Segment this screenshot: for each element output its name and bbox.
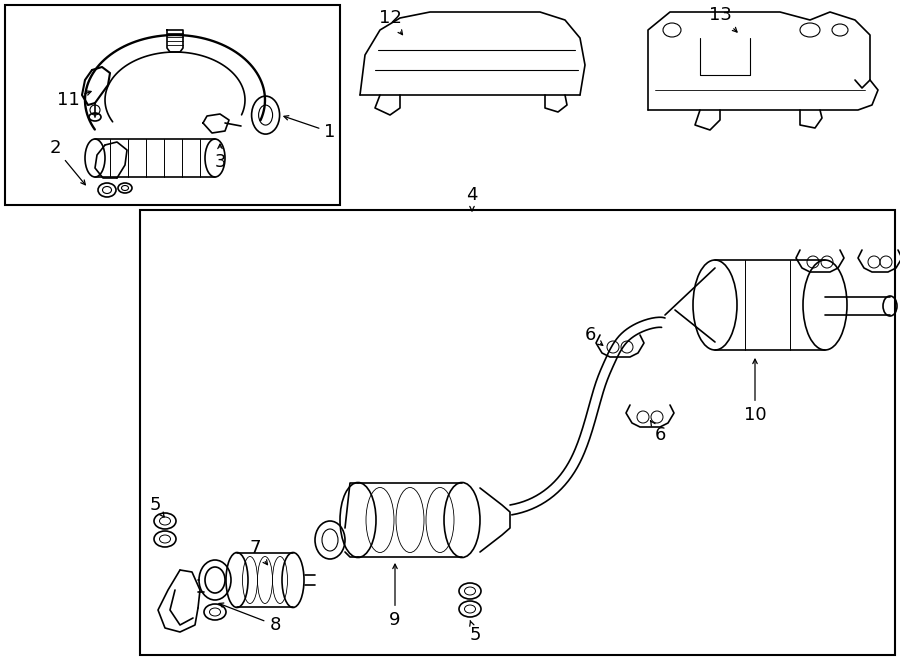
Text: 7: 7	[249, 539, 267, 564]
Text: 5: 5	[149, 496, 164, 517]
Text: 8: 8	[219, 603, 281, 634]
Text: 3: 3	[214, 144, 226, 171]
Text: 2: 2	[50, 139, 86, 185]
Text: 4: 4	[466, 186, 478, 211]
Text: 12: 12	[379, 9, 402, 34]
Text: 6: 6	[651, 421, 666, 444]
Text: 13: 13	[708, 6, 737, 32]
Text: 6: 6	[584, 326, 603, 345]
Bar	[140, 210, 895, 655]
Text: 5: 5	[469, 621, 481, 644]
Text: 10: 10	[743, 359, 766, 424]
Bar	[5, 5, 340, 205]
Text: 9: 9	[389, 564, 400, 629]
Text: 1: 1	[284, 116, 336, 141]
Text: 11: 11	[57, 91, 91, 109]
